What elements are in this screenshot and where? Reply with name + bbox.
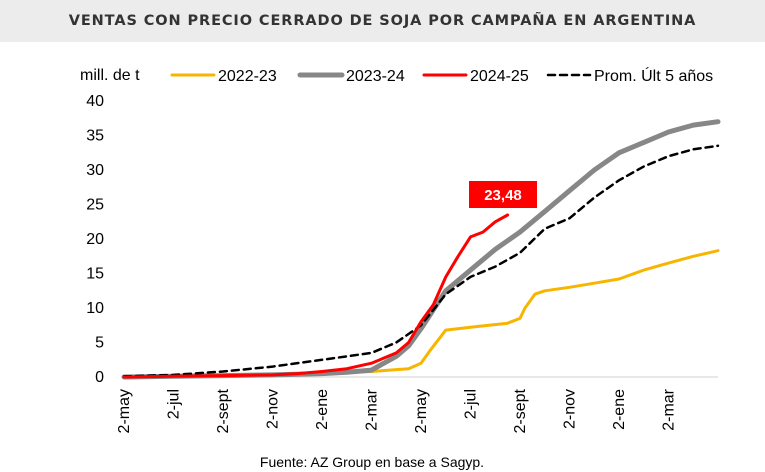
legend: 2022-23 2023-24 2024-25 Prom. Últ 5 años [170, 66, 713, 85]
x-tick-label: 2-mar [661, 388, 678, 430]
y-tick-labels: 0 5 10 15 20 25 30 35 40 [86, 93, 104, 386]
last-value-box [469, 181, 537, 208]
series-2024-25-line [122, 213, 510, 379]
last-value-label: 23,48 [469, 181, 537, 208]
y-tick-label: 15 [86, 266, 104, 283]
x-tick-labels: 2-may 2-jul 2-sept 2-nov 2-ene 2-mar 2-may 2-ju… [116, 388, 678, 433]
x-tick-label: 2-ene [611, 389, 628, 430]
last-value-text: 23,48 [484, 187, 522, 204]
series-2022-23-line [122, 249, 720, 379]
x-tick-label: 2-sept [512, 388, 529, 433]
y-tick-label: 40 [86, 93, 104, 110]
x-tick-label: 2-ene [314, 389, 331, 430]
x-tick-label: 2-mar [364, 388, 381, 430]
x-tick-label: 2-nov [265, 389, 282, 429]
x-tick-label: 2-jul [463, 389, 480, 419]
x-tick-label: 2-may [413, 389, 430, 433]
y-tick-label: 30 [86, 162, 104, 179]
y-tick-label: 0 [95, 369, 104, 386]
source-note: Fuente: AZ Group en base a Sagyp. [260, 454, 484, 470]
legend-label: 2023-24 [346, 68, 405, 85]
x-tick-label: 2-may [116, 389, 133, 433]
legend-label: 2022-23 [218, 68, 277, 85]
legend-label: Prom. Últ 5 años [594, 66, 713, 85]
y-tick-label: 10 [86, 300, 104, 317]
chart-title: VENTAS CON PRECIO CERRADO DE SOJA POR CA… [68, 13, 697, 29]
y-axis-unit: mill. de t [80, 67, 140, 84]
y-tick-label: 35 [86, 128, 104, 145]
series-prom-5-anos-line [122, 144, 720, 378]
legend-label: 2024-25 [470, 68, 529, 85]
series-lines [121, 119, 721, 380]
y-tick-label: 25 [86, 197, 104, 214]
y-tick-label: 5 [95, 335, 104, 352]
x-tick-label: 2-sept [215, 388, 232, 433]
y-tick-label: 20 [86, 231, 104, 248]
series-2023-24-line [121, 119, 721, 380]
title-bar: VENTAS CON PRECIO CERRADO DE SOJA POR CA… [0, 0, 765, 42]
x-tick-label: 2-jul [166, 389, 183, 419]
x-tick-label: 2-nov [562, 389, 579, 429]
